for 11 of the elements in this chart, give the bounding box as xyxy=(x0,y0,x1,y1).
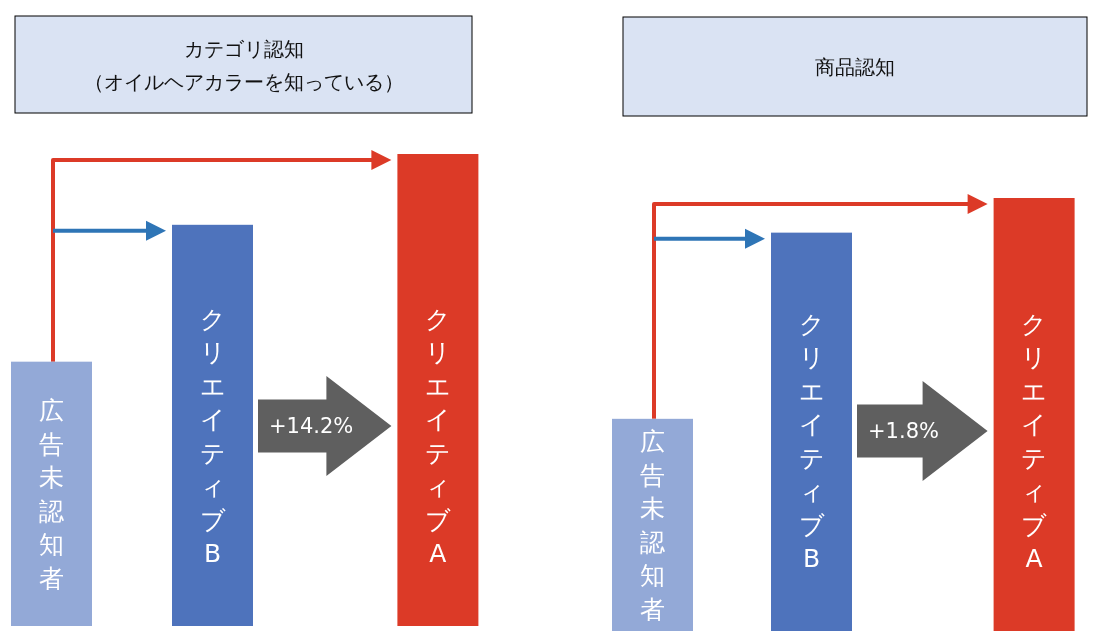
chart-title: カテゴリ認知 xyxy=(183,37,304,61)
annotation: +14.2% xyxy=(269,414,354,438)
x-tick-label: クリエイティブB xyxy=(798,309,825,573)
chart-subtitle: （オイルヘアカラーを知っている） xyxy=(83,70,404,94)
chart-title: 商品認知 xyxy=(815,54,895,79)
x-tick-label: クリエイティブA xyxy=(424,304,451,568)
x-tick-label: クリエイティブB xyxy=(199,304,226,568)
x-tick-label: 広告未認知者 xyxy=(39,395,64,593)
x-tick-label: クリエイティブA xyxy=(1021,309,1048,573)
x-tick-label: 広告未認知者 xyxy=(640,426,665,624)
annotation: +1.8% xyxy=(868,419,939,443)
